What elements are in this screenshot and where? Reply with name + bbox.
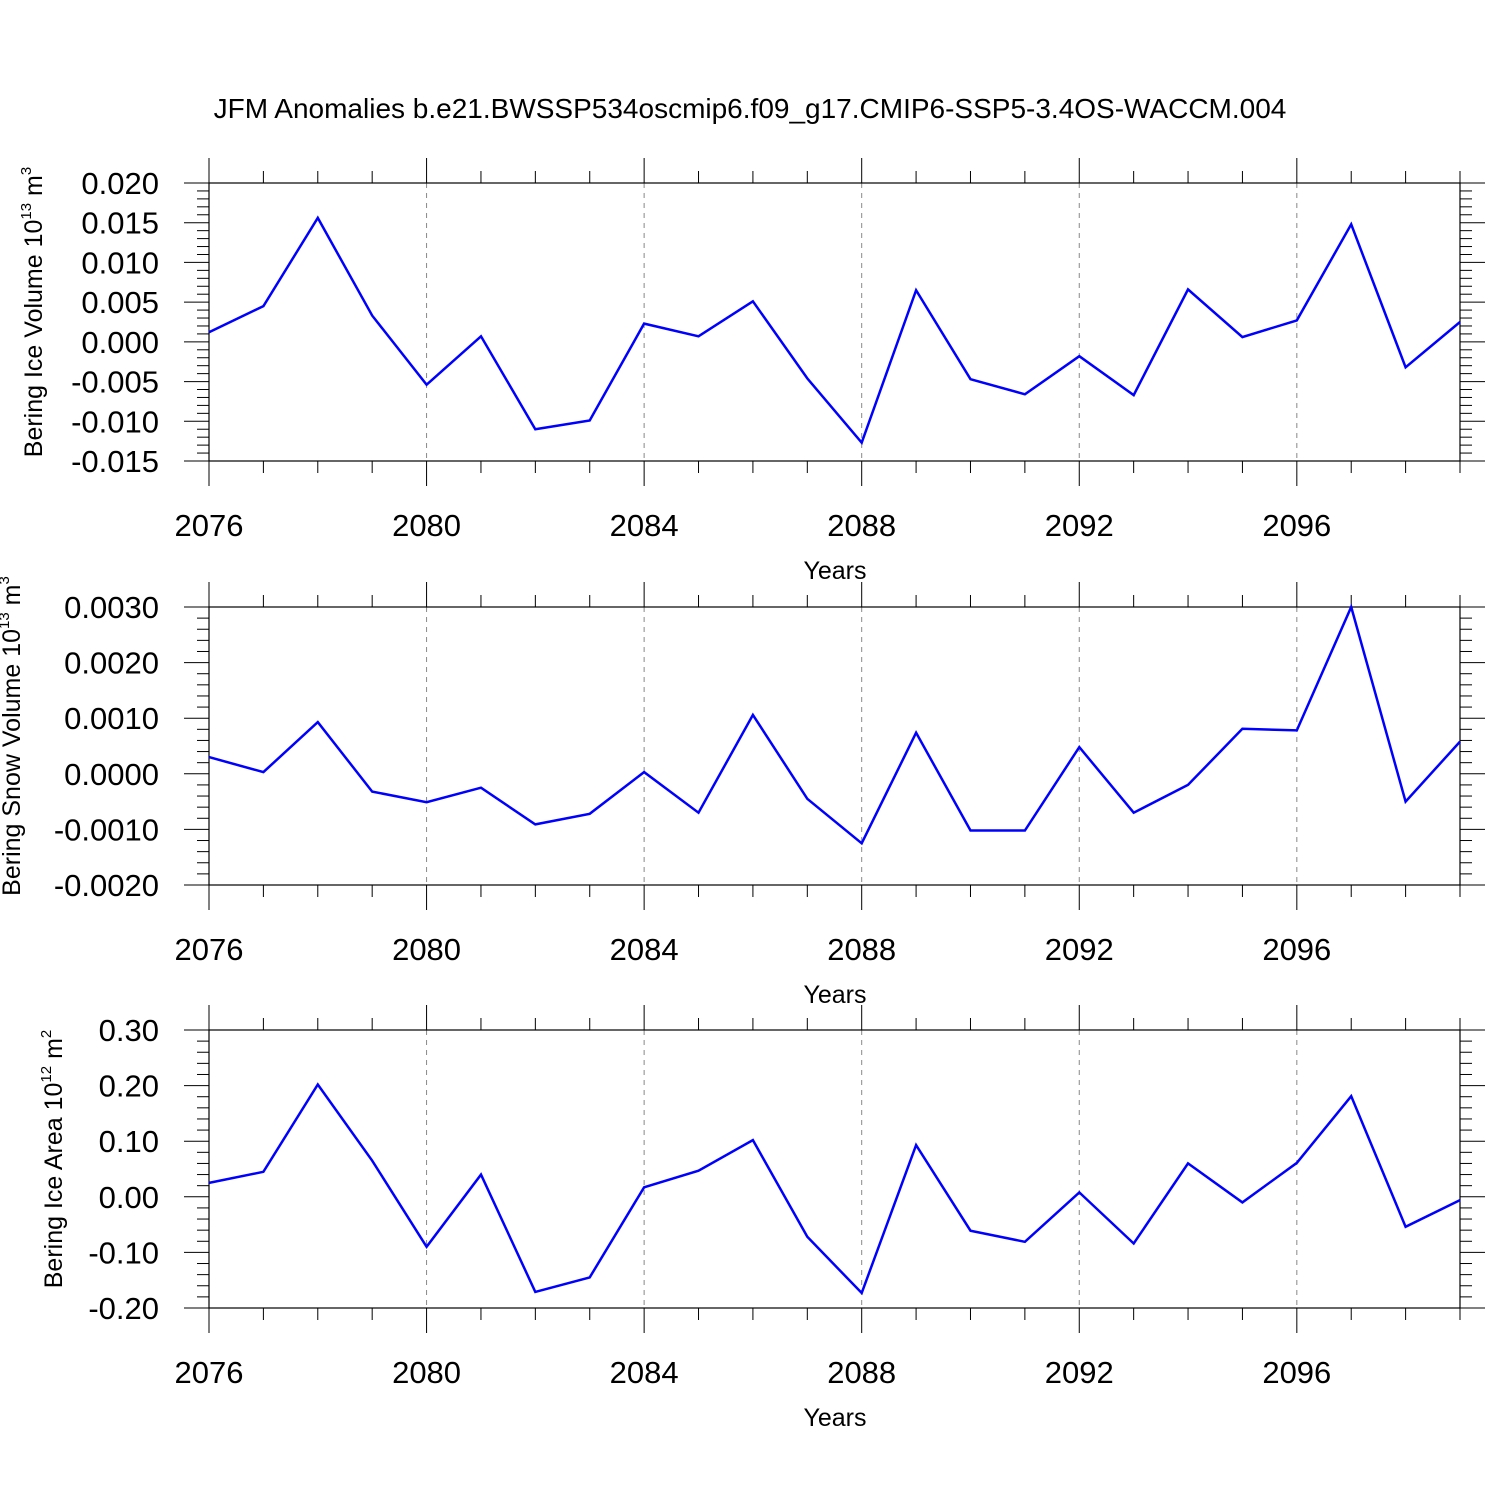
- y-tick-label: 0.0000: [64, 757, 159, 792]
- bering-ice-volume-panel: 2076 2080 2084 2088 2092 2096 Years -0.015 -0.01…: [18, 158, 1485, 585]
- series-line: [208, 215, 1461, 446]
- y-axis-label: Bering Ice Volume 1013 m3: [18, 167, 48, 457]
- x-tick-label: 2080: [392, 932, 461, 967]
- x-tick-label: 2076: [175, 508, 244, 543]
- y-tick-label: 0.0030: [64, 590, 159, 625]
- y-tick-label: 0.0010: [64, 701, 159, 736]
- y-tick-label: -0.20: [88, 1291, 159, 1326]
- y-tick-label: -0.005: [71, 365, 159, 400]
- bering-ice-area-panel: 2076 2080 2084 2088 2092 2096 Years -0.20 -0.10 0…: [38, 1005, 1485, 1432]
- bering-snow-volume-panel: 2076 2080 2084 2088 2092 2096 Years -0.0020 -0.0…: [0, 576, 1485, 1009]
- y-tick-label: 0.010: [81, 245, 159, 280]
- x-tick-label: 2080: [392, 1355, 461, 1390]
- y-tick-label: 0.000: [81, 325, 159, 360]
- y-tick-label: 0.005: [81, 285, 159, 320]
- x-tick-label: 2096: [1262, 932, 1331, 967]
- y-tick-label: 0.10: [99, 1124, 159, 1159]
- x-tick-label: 2092: [1045, 1355, 1114, 1390]
- plot-frame: [208, 1029, 1461, 1309]
- chart-title: JFM Anomalies b.e21.BWSSP534oscmip6.f09_…: [214, 93, 1287, 124]
- x-tick-label: 2088: [827, 1355, 896, 1390]
- y-tick-label: -0.0020: [54, 868, 159, 903]
- x-tick-label: 2084: [610, 932, 679, 967]
- y-tick-label: -0.10: [88, 1235, 159, 1270]
- x-tick-label: 2092: [1045, 932, 1114, 967]
- x-tick-label: 2096: [1262, 508, 1331, 543]
- x-tick-label: 2096: [1262, 1355, 1331, 1390]
- y-axis-label: Bering Ice Area 1012 m2: [38, 1030, 68, 1289]
- x-axis-label: Years: [803, 557, 866, 585]
- x-tick-label: 2084: [610, 1355, 679, 1390]
- y-tick-label: 0.0020: [64, 646, 159, 681]
- series-line: [208, 1082, 1461, 1296]
- x-tick-label: 2080: [392, 508, 461, 543]
- y-tick-label: -0.010: [71, 404, 159, 439]
- x-tick-label: 2092: [1045, 508, 1114, 543]
- x-tick-label: 2084: [610, 508, 679, 543]
- x-axis-label: Years: [803, 981, 866, 1009]
- x-tick-label: 2088: [827, 508, 896, 543]
- series-line: [208, 603, 1461, 846]
- plot-frame: [208, 182, 1461, 462]
- y-tick-label: -0.0010: [54, 812, 159, 847]
- y-axis-label: Bering Snow Volume 1013 m3: [0, 576, 26, 896]
- y-tick-label: 0.020: [81, 166, 159, 201]
- x-tick-label: 2076: [175, 932, 244, 967]
- y-tick-label: 0.015: [81, 206, 159, 241]
- x-tick-label: 2088: [827, 932, 896, 967]
- y-tick-label: 0.00: [99, 1180, 159, 1215]
- x-tick-label: 2076: [175, 1355, 244, 1390]
- y-tick-label: 0.30: [99, 1013, 159, 1048]
- plot-frame: [208, 606, 1461, 886]
- x-axis-label: Years: [803, 1404, 866, 1432]
- y-tick-label: -0.015: [71, 444, 159, 479]
- y-tick-label: 0.20: [99, 1069, 159, 1104]
